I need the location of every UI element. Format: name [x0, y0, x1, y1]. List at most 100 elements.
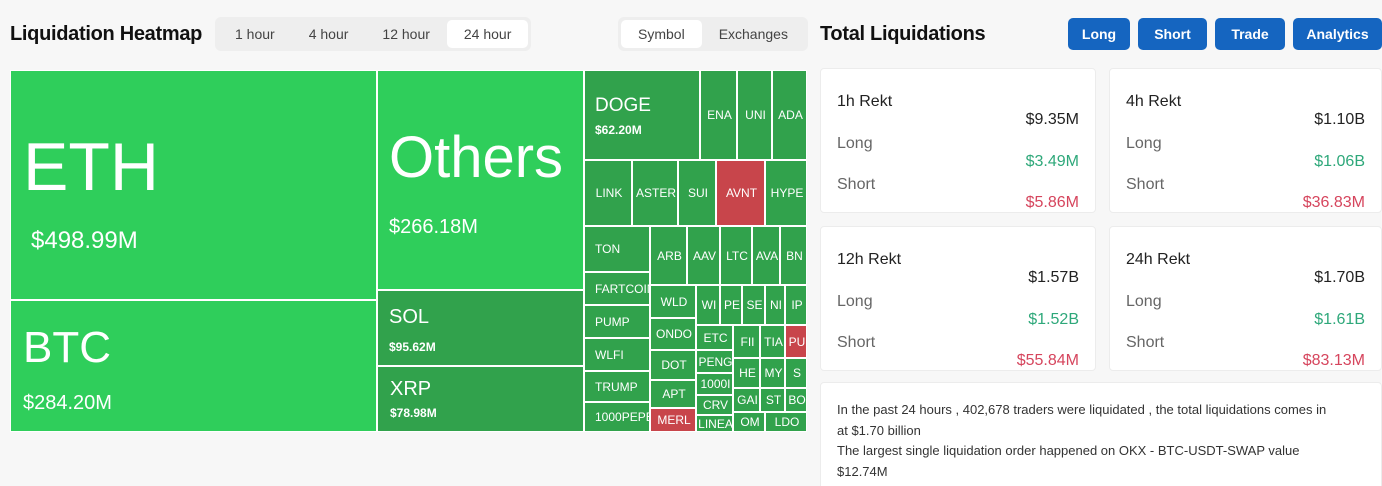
heatmap-tile[interactable]: PU [785, 325, 807, 358]
heatmap-tile[interactable]: AAV [687, 226, 720, 285]
tile-symbol: HE [739, 366, 756, 380]
heatmap-tile[interactable]: LDO [765, 412, 807, 432]
tile-symbol: SE [746, 298, 763, 312]
heatmap-tile[interactable]: ARB [650, 226, 687, 285]
heatmap-tile[interactable]: ADA [772, 70, 807, 160]
row-label: 1h Rekt [837, 93, 893, 110]
row-value: $55.84M [1016, 352, 1079, 369]
heatmap-tile[interactable]: LINEA [696, 415, 733, 432]
heatmap-tile[interactable]: 1000I [696, 373, 733, 395]
tab[interactable]: 24 hour [446, 20, 529, 48]
tile-value: $95.62M [389, 340, 436, 354]
heatmap-tile[interactable]: WI [696, 285, 720, 325]
heatmap-tile[interactable]: ETC [696, 325, 733, 350]
row-label: Long [1126, 135, 1162, 152]
heatmap-tile[interactable]: PE [720, 285, 742, 325]
heatmap-tile[interactable]: IP [785, 285, 807, 325]
heatmap-tile[interactable]: HE [733, 358, 760, 388]
heatmap-tile[interactable]: DOT [650, 350, 696, 380]
heatmap-tile[interactable]: GAI [733, 388, 760, 412]
tab[interactable]: 4 hour [308, 26, 349, 42]
tile-symbol: S [792, 366, 801, 380]
heatmap-tile[interactable]: SOL $95.62M [377, 290, 584, 366]
heatmap-tile[interactable]: ASTER [632, 160, 678, 226]
tile-symbol: PUMP [595, 314, 630, 329]
tile-value: $78.98M [390, 406, 437, 420]
tile-symbol: AVA [755, 248, 779, 263]
action-button[interactable]: Short [1138, 18, 1207, 50]
action-button[interactable]: Long [1068, 18, 1130, 50]
heatmap-tile[interactable]: S [785, 358, 807, 388]
heatmap-tile[interactable]: TRUMP [584, 371, 650, 402]
heatmap-tile[interactable]: FARTCOIN [584, 272, 650, 305]
card-row: 24h Rekt $1.70B [1126, 251, 1365, 286]
note-line: at $1.70 billion [837, 422, 921, 438]
heatmap-tile[interactable]: ETH $498.99M [10, 70, 377, 300]
tab[interactable]: Symbol [621, 20, 702, 48]
tile-symbol: ETH [23, 129, 159, 205]
tile-symbol: BO [788, 393, 806, 407]
heatmap-tile[interactable]: BN [780, 226, 807, 285]
card-row: Long $1.61B [1126, 293, 1365, 328]
card-row: Short $83.13M [1126, 334, 1365, 369]
tile-symbol: ST [765, 393, 782, 407]
heatmap-tile[interactable]: ST [760, 388, 785, 412]
heatmap-tile[interactable]: ONDO [650, 318, 696, 350]
row-value: $1.10B [1314, 111, 1365, 128]
tile-value: $498.99M [31, 227, 138, 254]
heatmap-tile[interactable]: DOGE $62.20M [584, 70, 700, 160]
tile-symbol: OM [740, 415, 760, 429]
heatmap-tile[interactable]: AVNT [716, 160, 765, 226]
tab[interactable]: Exchanges [718, 26, 788, 42]
tile-symbol: ADA [778, 108, 803, 122]
heatmap-tile[interactable]: PENG [696, 350, 733, 373]
card-row: Short $5.86M [837, 176, 1079, 211]
heatmap-tile[interactable]: AVA [752, 226, 780, 285]
heatmap-tile[interactable]: MERL [650, 408, 696, 432]
heatmap-tile[interactable]: UNI [737, 70, 772, 160]
heatmap-tile[interactable]: MY [760, 358, 785, 388]
heatmap-tile[interactable]: FII [733, 325, 760, 358]
note-line: The largest single liquidation order hap… [837, 443, 1300, 458]
heatmap-tile[interactable]: WLFI [584, 338, 650, 371]
tile-symbol: CRV [702, 398, 729, 412]
heatmap-tile[interactable]: LTC [720, 226, 752, 285]
heatmap-tile[interactable]: Others $266.18M [377, 70, 584, 290]
tile-symbol: ENA [707, 108, 732, 122]
row-label: 12h Rekt [837, 251, 902, 268]
heatmap-tile[interactable]: HYPE [765, 160, 807, 226]
heatmap-tile[interactable]: TIA [760, 325, 785, 358]
tile-value: $62.20M [595, 123, 642, 137]
heatmap-tile[interactable]: SE [742, 285, 765, 325]
row-value: $36.83M [1302, 194, 1365, 211]
heatmap-tile[interactable]: CRV [696, 395, 733, 415]
note-line: $12.74M [837, 463, 888, 479]
heatmap-tile[interactable]: WLD [650, 285, 696, 318]
heatmap-tile[interactable]: ENA [700, 70, 737, 160]
heatmap-tile[interactable]: TON [584, 226, 650, 272]
row-value: $1.61B [1314, 311, 1365, 328]
tab[interactable]: 12 hour [382, 26, 430, 42]
tile-symbol: PE [723, 298, 740, 312]
heatmap-tile[interactable]: APT [650, 380, 696, 408]
action-button[interactable]: Analytics [1293, 18, 1382, 50]
tile-symbol: BTC [23, 323, 111, 372]
heatmap-tile[interactable]: BTC $284.20M [10, 300, 377, 432]
tile-symbol: ETC [703, 330, 728, 345]
heatmap-tile[interactable]: SUI [678, 160, 716, 226]
heatmap-tile[interactable]: BO [785, 388, 807, 412]
heatmap-tile[interactable]: NI [765, 285, 785, 325]
rekt-card: 24h Rekt $1.70B Long $1.61B Short $83.13M [1109, 226, 1382, 371]
heatmap-tile[interactable]: PUMP [584, 305, 650, 338]
heatmap-tile[interactable]: LINK [584, 160, 632, 226]
tab[interactable]: 1 hour [235, 26, 275, 42]
action-button[interactable]: Trade [1215, 18, 1285, 50]
heatmap-tile[interactable]: OM [733, 412, 765, 432]
heatmap-tile[interactable]: XRP $78.98M [377, 366, 584, 432]
tile-symbol: LINEA [698, 416, 733, 431]
tile-symbol: LTC [726, 248, 748, 263]
time-tabs: 1 hour 4 hour 12 hour 24 hour [215, 17, 532, 51]
tile-symbol: SOL [389, 306, 430, 328]
card-row: 4h Rekt $1.10B [1126, 93, 1365, 128]
heatmap-tile[interactable]: 1000PEPE [584, 402, 650, 432]
